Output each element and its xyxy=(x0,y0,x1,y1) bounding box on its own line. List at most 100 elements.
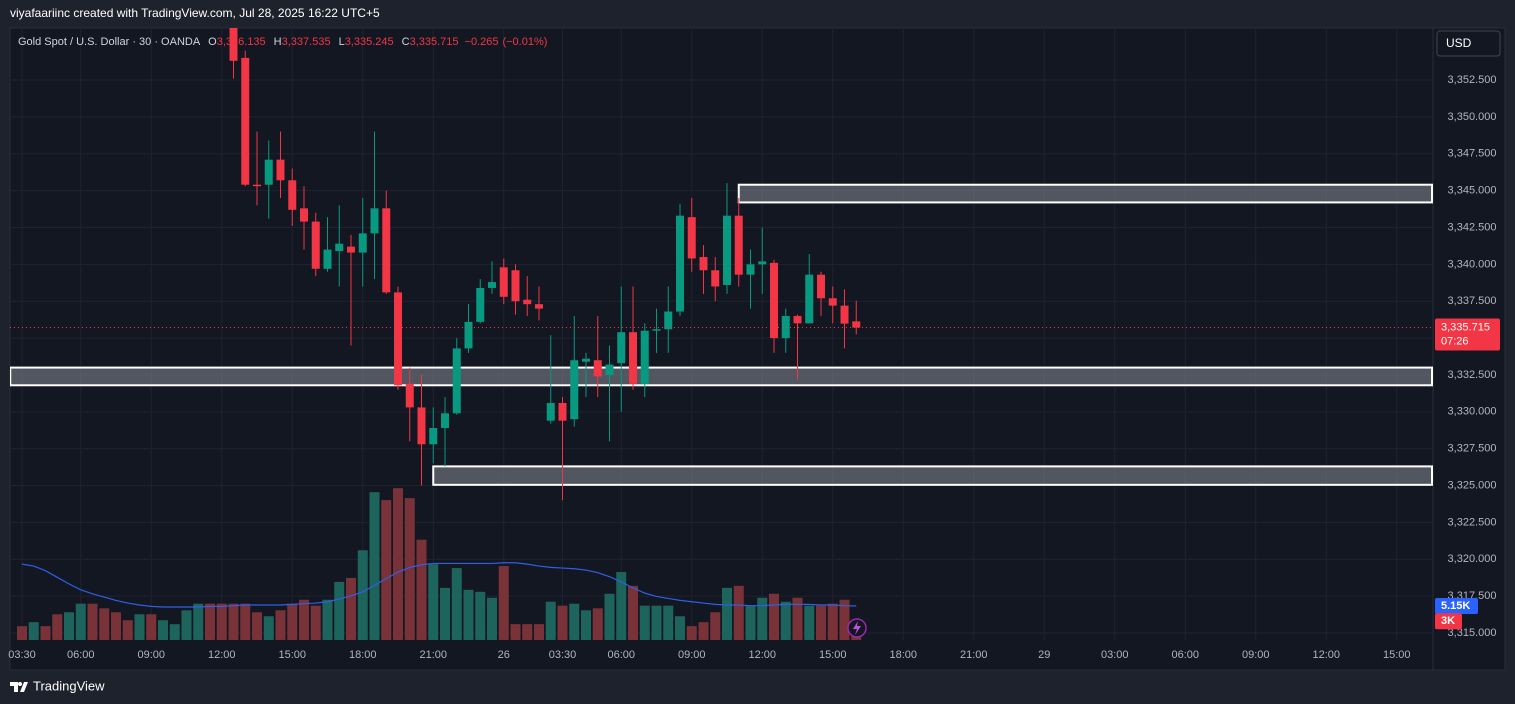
candle-body xyxy=(723,215,731,285)
x-tick-label: 09:00 xyxy=(137,649,165,661)
volume-bar xyxy=(181,610,192,640)
candle-body xyxy=(358,233,367,253)
ohlc-value: 3,335.245 xyxy=(345,36,394,48)
x-tick-label: 09:00 xyxy=(1242,649,1270,661)
volume-bar xyxy=(604,593,615,640)
candle-body xyxy=(382,208,391,293)
volume-bar xyxy=(404,498,415,640)
x-tick-label: 06:00 xyxy=(67,649,95,661)
volume-ma-label: 5.15K xyxy=(1441,600,1470,612)
logo-dot xyxy=(18,682,22,686)
volume-bar xyxy=(287,603,298,640)
volume-bar xyxy=(87,603,98,640)
volume-bar xyxy=(17,626,27,640)
volume-last-label: 3K xyxy=(1441,615,1455,627)
y-tick-label: 3,320.000 xyxy=(1448,553,1497,565)
ohlc-letter: H xyxy=(274,36,282,48)
volume-bar xyxy=(522,624,533,640)
volume-bar xyxy=(134,614,145,640)
x-tick-label: 15:00 xyxy=(1383,649,1411,661)
candle-body xyxy=(488,282,496,288)
ohlc-letter: C xyxy=(402,36,410,48)
volume-bar xyxy=(745,605,756,640)
candle-body xyxy=(323,249,332,269)
volume-bar xyxy=(675,616,685,640)
candle-body xyxy=(499,267,508,297)
candle-body xyxy=(546,402,555,421)
volume-bar xyxy=(369,492,380,640)
candle-body xyxy=(264,159,273,185)
volume-bar xyxy=(193,603,204,640)
x-tick-label: 18:00 xyxy=(889,649,917,661)
volume-bar xyxy=(757,597,768,640)
candle-body xyxy=(640,330,649,384)
candle-body xyxy=(335,243,344,252)
y-tick-label: 3,315.000 xyxy=(1448,627,1497,639)
volume-bar xyxy=(228,603,239,640)
y-tick-label: 3,350.000 xyxy=(1448,111,1497,123)
candle-body xyxy=(570,360,579,420)
x-tick-label: 12:00 xyxy=(208,649,236,661)
volume-bar xyxy=(686,626,697,640)
volume-ma-tag xyxy=(1435,598,1478,615)
volume-bar xyxy=(792,597,803,640)
currency[interactable]: USD xyxy=(1446,36,1472,50)
candle-body xyxy=(429,428,438,445)
candle-body xyxy=(464,321,473,349)
volume-bar xyxy=(722,587,732,640)
candle-body xyxy=(241,57,250,185)
candle-body xyxy=(582,358,590,362)
candle-body xyxy=(229,28,238,61)
candle-body xyxy=(370,208,379,234)
candle-body xyxy=(711,270,720,287)
currency-button[interactable] xyxy=(1436,30,1501,57)
candle-body xyxy=(699,256,708,271)
candle-body xyxy=(288,180,297,210)
logo-mark xyxy=(10,682,28,692)
symbol: Gold Spot / U.S. Dollar · 30 · OANDA xyxy=(18,36,201,48)
volume-bar xyxy=(440,587,450,640)
volume-bar xyxy=(346,577,356,640)
x-tick-label: 06:00 xyxy=(607,649,635,661)
y-tick-label: 3,322.500 xyxy=(1448,516,1497,528)
volume-bar xyxy=(52,614,63,640)
candle-body xyxy=(805,274,814,324)
volume-bar xyxy=(769,593,779,640)
candle-body xyxy=(394,292,402,386)
volume-bar xyxy=(475,591,486,640)
candle-body xyxy=(687,217,696,259)
axes: 3,352.500 3,350.000 3,347.500 3,345.000 3,34… xyxy=(8,36,1500,661)
volume-bar xyxy=(310,605,321,640)
volume-bar xyxy=(263,616,274,640)
change-pct: (−0.01%) xyxy=(502,36,547,48)
x-tick-label: 12:00 xyxy=(748,649,776,661)
volume-bar xyxy=(581,610,591,640)
y-tick-label: 3,337.500 xyxy=(1448,295,1497,307)
candle-body xyxy=(347,246,355,253)
footer-brand: TradingView xyxy=(33,678,105,693)
volume-bar xyxy=(111,612,121,640)
x-tick-label: 21:00 xyxy=(419,649,447,661)
zone xyxy=(10,366,1433,387)
y-tick-label: 3,347.500 xyxy=(1448,148,1497,160)
volume-bar xyxy=(393,488,403,640)
ohlc-letter: L xyxy=(339,36,345,48)
y-tick-label: 3,332.500 xyxy=(1448,369,1497,381)
plot-area xyxy=(10,28,1433,640)
candle-body xyxy=(417,407,426,445)
y-tick-label: 3,327.500 xyxy=(1448,443,1497,455)
x-tick-label: 29 xyxy=(1038,649,1050,661)
candle-body xyxy=(734,215,743,275)
x-tick-label: 12:00 xyxy=(1312,649,1340,661)
volume-bar xyxy=(804,605,815,640)
ohlc-value: 3,335.715 xyxy=(410,36,459,48)
legend-header: Gold Spot / U.S. Dollar · 30 · OANDA O3,3… xyxy=(18,36,547,48)
candle-body xyxy=(652,329,661,331)
change: −0.265 xyxy=(465,36,499,48)
lightning-glyph xyxy=(853,621,861,635)
x-tick-label: 03:00 xyxy=(1101,649,1129,661)
candle-body xyxy=(511,270,520,302)
x-tick-label: 09:00 xyxy=(678,649,706,661)
volume-bar xyxy=(557,605,568,640)
